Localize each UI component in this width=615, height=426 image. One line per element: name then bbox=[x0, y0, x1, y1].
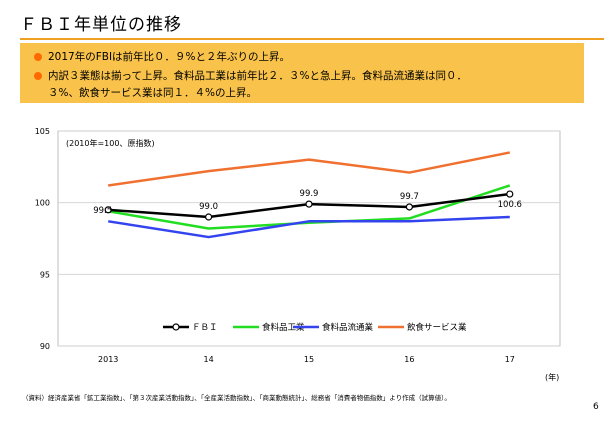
data-point bbox=[104, 206, 112, 214]
data-point bbox=[405, 203, 413, 211]
plot-area bbox=[57, 130, 561, 347]
bullet-dot-icon bbox=[34, 53, 42, 61]
series-line bbox=[107, 184, 511, 230]
series-line bbox=[108, 151, 511, 187]
x-tick-label: 17 bbox=[505, 355, 515, 364]
y-tick-label: 100 bbox=[35, 199, 50, 208]
data-point bbox=[205, 213, 213, 221]
legend-label: 食料品流通業 bbox=[322, 322, 374, 333]
data-label: 99.0 bbox=[199, 202, 218, 212]
x-tick-label: 15 bbox=[304, 355, 314, 364]
x-tick-label: 16 bbox=[404, 355, 414, 364]
title-underline bbox=[20, 38, 604, 40]
source-footnote: （資料）経済産業省「鉱工業指数」、「第３次産業活動指数」、「全産業活動指数」、「… bbox=[22, 394, 451, 402]
data-label: 99.9 bbox=[300, 189, 319, 199]
legend-label: 食料品工業 bbox=[262, 322, 305, 333]
data-label: 99.5 bbox=[93, 206, 112, 216]
summary-bullet-text: 2017年のFBIは前年比０．９%と２年ぶりの上昇。 bbox=[48, 51, 291, 63]
legend-label: ＦＢＩ bbox=[192, 323, 218, 333]
legend-marker bbox=[172, 323, 180, 331]
data-point bbox=[506, 190, 514, 198]
y-tick-label: 95 bbox=[40, 270, 50, 279]
series-line bbox=[108, 215, 510, 239]
data-label: 99.7 bbox=[400, 192, 419, 202]
x-unit-label: (年) bbox=[545, 372, 559, 382]
summary-box: 2017年のFBIは前年比０．９%と２年ぶりの上昇。 内訳３業態は揃って上昇。食… bbox=[20, 43, 584, 103]
chart-note: (2010年=100、原指数) bbox=[66, 138, 155, 148]
page-title: ＦＢＩ年単位の推移 bbox=[20, 15, 182, 35]
x-tick-label: 2013 bbox=[98, 355, 118, 364]
x-tick-label: 14 bbox=[204, 355, 214, 364]
summary-bullet-2-continued: ３%、飲食サービス業は同１．４%の上昇。 bbox=[48, 87, 257, 99]
summary-bullet-text: 内訳３業態は揃って上昇。食料品工業は前年比２．３%と急上昇。食料品流通業は同０． bbox=[48, 70, 467, 82]
y-tick-label: 90 bbox=[40, 342, 50, 351]
data-label: 100.6 bbox=[498, 200, 522, 210]
legend-label: 飲食サービス業 bbox=[407, 322, 467, 333]
y-tick-label: 105 bbox=[35, 127, 50, 136]
data-point bbox=[305, 200, 313, 208]
page-number: 6 bbox=[593, 402, 599, 412]
bullet-dot-icon bbox=[34, 72, 42, 80]
